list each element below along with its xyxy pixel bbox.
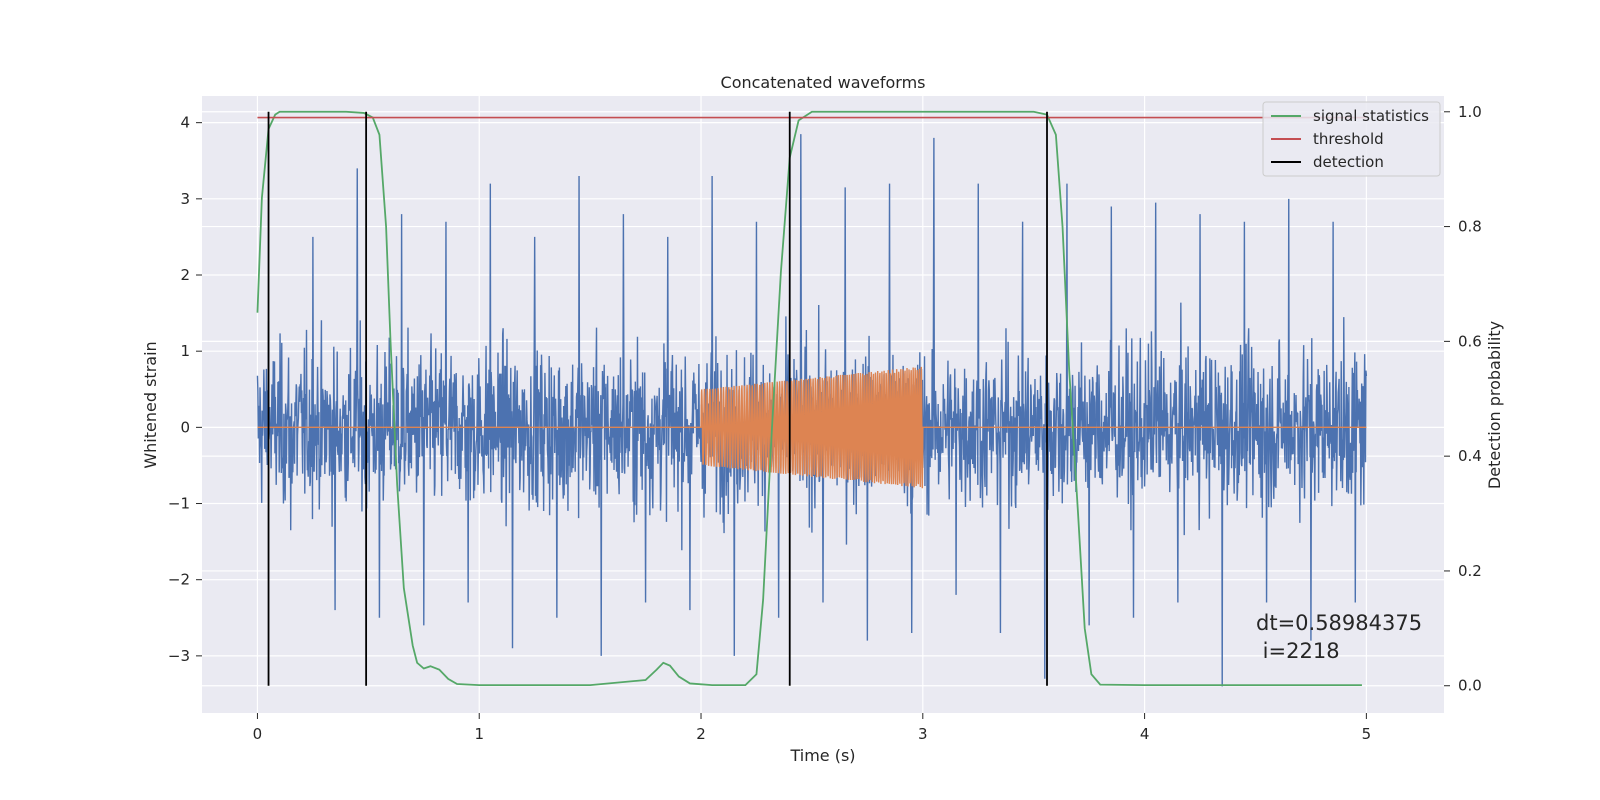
y2-axis-label: Detection probability xyxy=(1485,321,1504,489)
noise-series xyxy=(256,134,1368,687)
x-tick-label-5: 5 xyxy=(1362,725,1372,743)
y2-tick-label-1: 0.2 xyxy=(1458,562,1482,580)
y-tick-label-7: 4 xyxy=(180,114,190,132)
y2-tick-label-2: 0.4 xyxy=(1458,447,1482,465)
y-tick-label-5: 2 xyxy=(180,266,190,284)
y2-tick-label-0: 0.0 xyxy=(1458,677,1482,695)
injection-series xyxy=(257,366,1367,489)
y-tick-label-3: 0 xyxy=(180,418,190,436)
y-tick-label-2: −1 xyxy=(168,495,190,513)
x-tick-label-0: 0 xyxy=(253,725,263,743)
legend-label-threshold: threshold xyxy=(1313,130,1384,148)
x-tick-label-1: 1 xyxy=(474,725,484,743)
right-axis-ticks: 0.0 0.2 0.4 0.6 0.8 1.0 xyxy=(1444,103,1482,695)
annotation-index: i=2218 xyxy=(1256,639,1340,663)
x-axis-label: Time (s) xyxy=(789,746,855,765)
y-tick-label-6: 3 xyxy=(180,190,190,208)
noise-trace xyxy=(256,134,1368,687)
y-tick-label-0: −3 xyxy=(168,647,190,665)
y2-tick-label-3: 0.6 xyxy=(1458,332,1482,350)
y-tick-label-4: 1 xyxy=(180,342,190,360)
x-tick-label-3: 3 xyxy=(918,725,928,743)
legend: signal statistics threshold detection xyxy=(1262,101,1441,177)
y-axis-label: Whitened strain xyxy=(141,341,160,468)
y-tick-label-1: −2 xyxy=(168,571,190,589)
legend-label-signal-statistics: signal statistics xyxy=(1313,107,1429,125)
injection-trace xyxy=(257,366,1367,489)
legend-box xyxy=(1262,101,1441,177)
signal-statistics-line xyxy=(256,110,1362,687)
bottom-axis-ticks: 0 1 2 3 4 5 xyxy=(253,713,1371,743)
chart-title: Concatenated waveforms xyxy=(721,73,926,92)
left-axis-ticks: −3 −2 −1 0 1 2 3 4 xyxy=(168,114,202,665)
x-tick-label-2: 2 xyxy=(696,725,706,743)
y2-tick-label-5: 1.0 xyxy=(1458,103,1482,121)
legend-label-detection: detection xyxy=(1313,153,1384,171)
x-tick-label-4: 4 xyxy=(1140,725,1150,743)
y2-tick-label-4: 0.8 xyxy=(1458,218,1482,236)
annotation-dt: dt=0.58984375 xyxy=(1256,611,1422,635)
signal-statistics-series xyxy=(256,110,1362,687)
detection-series xyxy=(267,111,1048,686)
